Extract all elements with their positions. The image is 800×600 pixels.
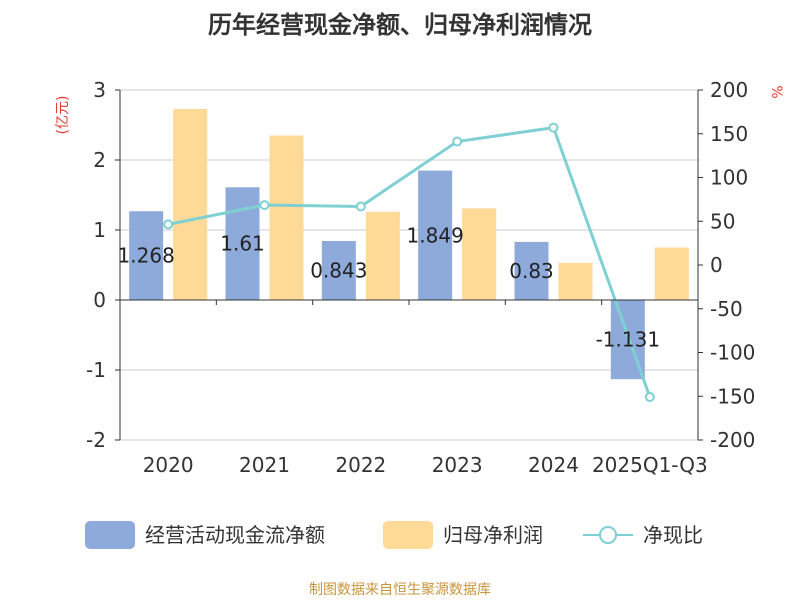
right-tick-label: 100 — [710, 166, 748, 190]
left-tick-label: 2 — [93, 148, 106, 172]
x-tick-label: 2020 — [143, 453, 194, 477]
legend-swatch-marker — [599, 526, 617, 544]
right-tick-label: 150 — [710, 122, 748, 146]
x-tick-label: 2023 — [432, 453, 483, 477]
bar-profit — [654, 247, 689, 300]
left-tick-label: -2 — [86, 428, 106, 452]
bar-cashflow — [514, 241, 549, 300]
legend-swatch-cashflow — [85, 521, 135, 549]
bar-cashflow — [129, 211, 164, 300]
x-tick-label: 2024 — [528, 453, 579, 477]
left-axis-unit: (亿元) — [55, 96, 71, 135]
right-tick-label: -200 — [710, 428, 755, 452]
legend-swatch-profit — [383, 521, 433, 549]
right-axis-unit: % — [768, 85, 784, 98]
bar-value-label: 1.268 — [118, 244, 175, 268]
x-tick-label: 2022 — [335, 453, 386, 477]
line-point — [452, 136, 463, 147]
right-tick-label: -100 — [710, 341, 755, 365]
left-tick-label: -1 — [86, 358, 106, 382]
line-series — [163, 122, 655, 402]
legend: 经营活动现金流净额 归母净利润 净现比 — [85, 521, 703, 549]
legend-label-cashflow: 经营活动现金流净额 — [145, 523, 325, 547]
left-tick-label: 0 — [93, 288, 106, 312]
bar-profit — [558, 262, 593, 300]
bar-cashflow — [321, 240, 356, 300]
line-net-cash-ratio — [167, 125, 652, 398]
left-tick-label: 1 — [93, 218, 106, 242]
right-tick-label: 0 — [710, 253, 723, 277]
right-tick-label: 50 — [710, 209, 735, 233]
axes: 3 2 1 0 -1 -2 200 150 100 50 0 -50 -100 -150 -200 2020 2… — [86, 78, 755, 477]
bar-profit — [173, 108, 208, 301]
line-point — [259, 200, 270, 211]
line-point — [644, 391, 655, 402]
legend-label-profit: 归母净利润 — [443, 523, 543, 547]
bar-value-label: -1.131 — [596, 328, 660, 352]
right-tick-label: 200 — [710, 78, 748, 102]
bar-profit — [462, 208, 497, 300]
bar-value-label: 1.849 — [407, 223, 464, 247]
line-point — [355, 201, 366, 212]
x-tick-label: 2021 — [239, 453, 290, 477]
bar-value-label: 0.843 — [310, 258, 367, 282]
bar-value-label: 1.61 — [220, 232, 265, 256]
right-tick-label: -50 — [710, 297, 743, 321]
source-note: 制图数据来自恒生聚源数据库 — [309, 582, 491, 598]
chart-title: 历年经营现金净额、归母净利润情况 — [208, 11, 592, 39]
line-point — [163, 219, 174, 230]
legend-label-ratio: 净现比 — [643, 523, 703, 547]
x-tick-label: 2025Q1-Q3 — [592, 453, 708, 477]
data-labels: 1.268 1.61 0.843 1.849 0.83 -1.131 — [118, 223, 661, 351]
bar-cashflow — [418, 170, 453, 300]
right-tick-label: -150 — [710, 384, 755, 408]
bar-value-label: 0.83 — [509, 259, 554, 283]
left-tick-label: 3 — [93, 78, 106, 102]
bar-profit — [269, 135, 304, 300]
line-point — [548, 122, 559, 133]
bar-profit — [365, 211, 400, 300]
